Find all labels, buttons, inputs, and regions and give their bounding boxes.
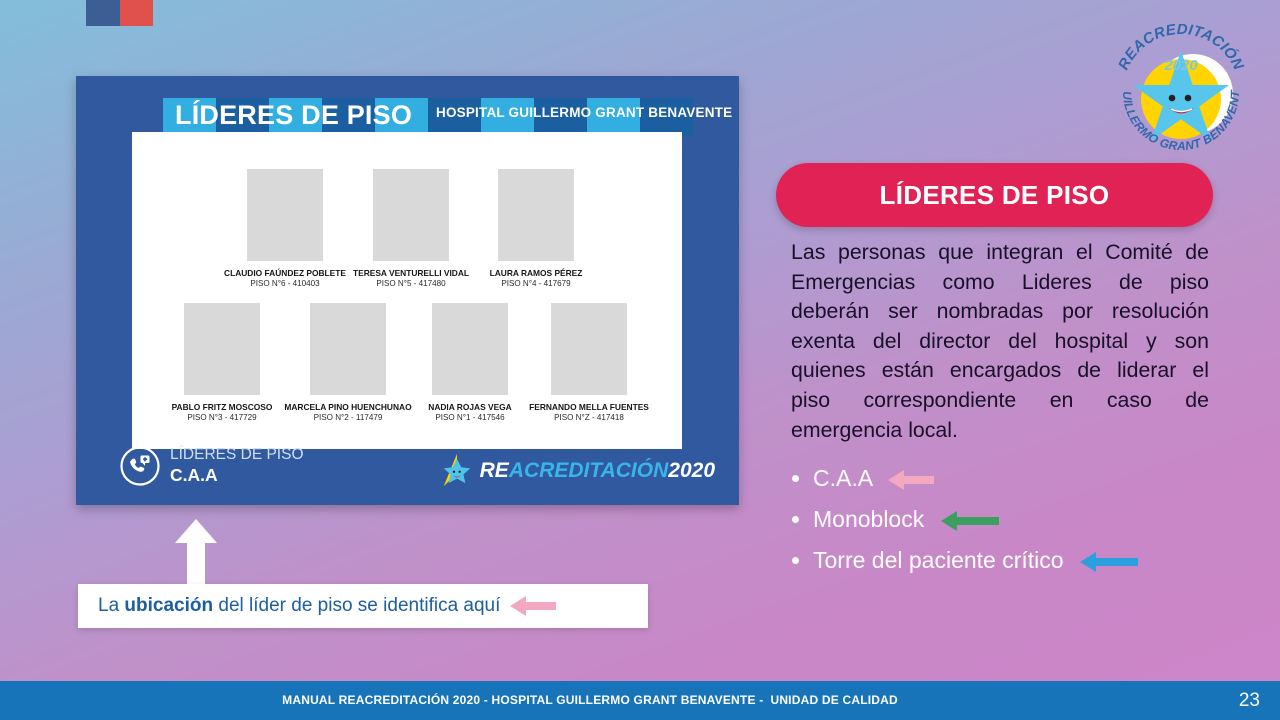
svg-text:2020: 2020	[1163, 57, 1198, 74]
